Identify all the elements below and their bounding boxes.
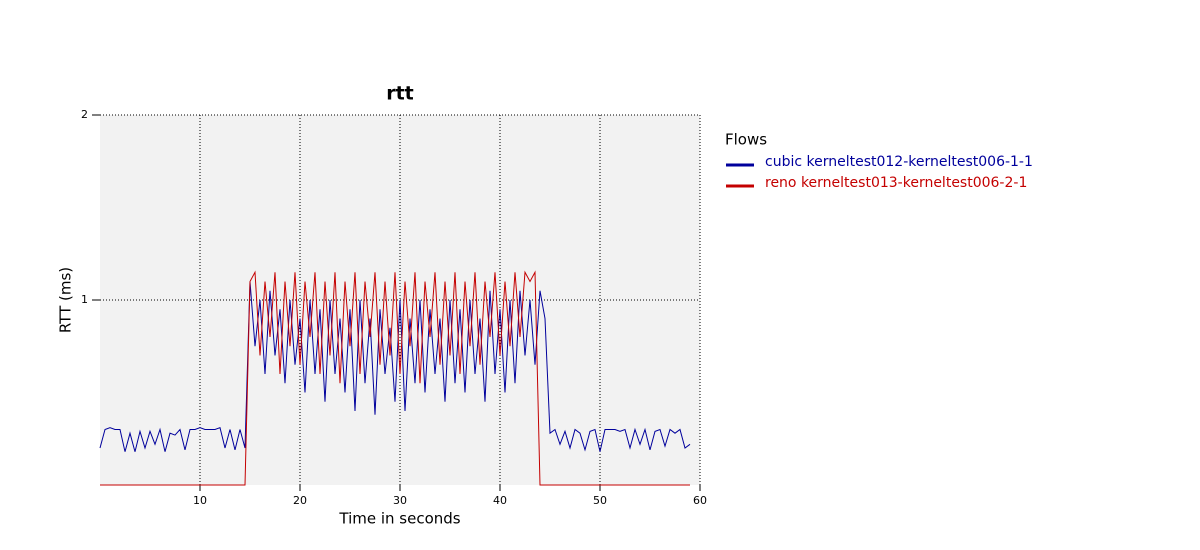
series-line [100,270,690,486]
legend-label: cubic kerneltest012-kerneltest006-1-1 [765,154,1033,170]
x-tick-label: 20 [293,494,307,507]
x-tick-label: 50 [593,494,607,507]
y-axis-label: RTT (ms) [57,267,75,333]
x-tick-label: 30 [393,494,407,507]
plot: 1 2 10 20 30 40 50 60 [81,108,707,507]
legend: cubic kerneltest012-kerneltest006-1-1 ren… [726,154,1033,191]
y-tick-label: 2 [81,108,88,121]
legend-label: reno kerneltest013-kerneltest006-2-1 [765,175,1027,191]
legend-title: Flows [725,131,767,149]
x-axis-label: Time in seconds [338,510,460,528]
x-tick-label: 60 [693,494,707,507]
y-tick-label: 1 [81,293,88,306]
x-tick-label: 40 [493,494,507,507]
x-tick-label: 10 [193,494,207,507]
chart-title: rtt [386,83,414,105]
series-line [99,281,691,452]
